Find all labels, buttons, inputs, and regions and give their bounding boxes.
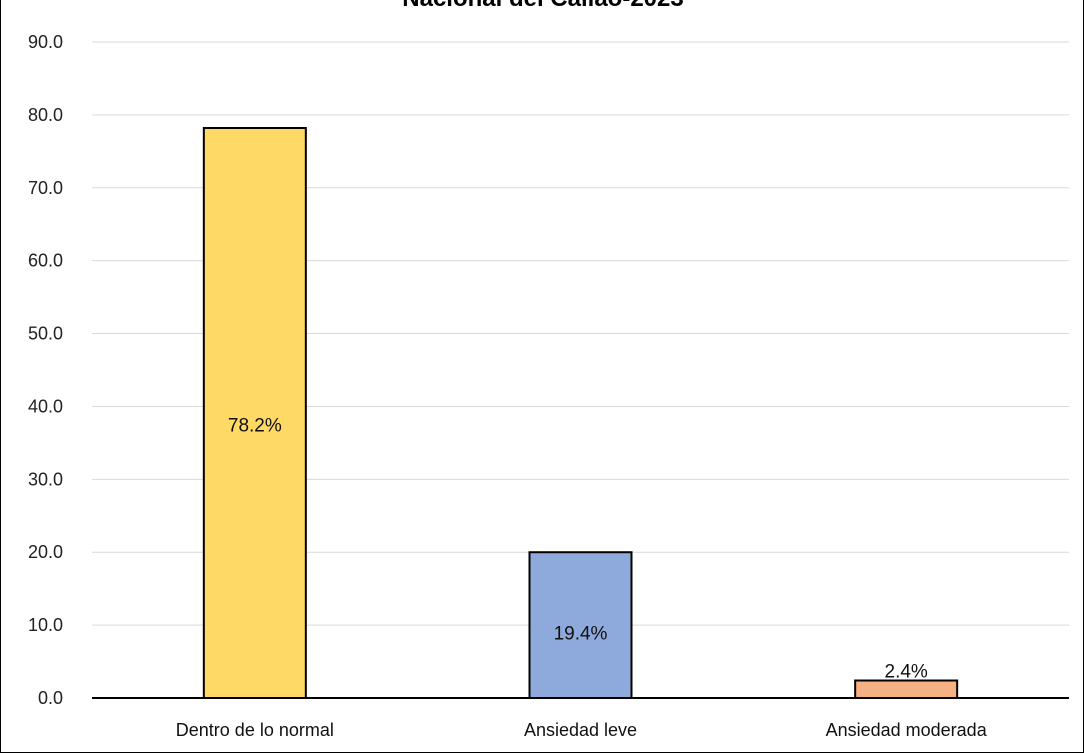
chart-title: Nacional del Callao-2023	[402, 0, 683, 12]
y-tick-label: 90.0	[28, 32, 63, 52]
bars	[202, 127, 959, 699]
y-axis-ticks: 0.0 10.0 20.0 30.0 40.0 50.0 60.0 70.0 80.0 90.0	[28, 32, 63, 708]
y-tick-label: 70.0	[28, 178, 63, 198]
y-tick-label: 20.0	[28, 542, 63, 562]
data-label: 2.4%	[885, 662, 928, 683]
x-category-label: Dentro de lo normal	[176, 720, 334, 740]
y-tick-label: 80.0	[28, 105, 63, 125]
x-category-label: Ansiedad moderada	[826, 720, 988, 740]
bar	[202, 127, 307, 699]
y-tick-label: 30.0	[28, 469, 63, 489]
x-axis-categories: Dentro de lo normal Ansiedad leve Ansiedad…	[176, 720, 988, 740]
y-tick-label: 60.0	[28, 251, 63, 271]
bar	[528, 551, 633, 699]
y-tick-label: 10.0	[28, 615, 63, 635]
data-labels: 78.2% 19.4% 2.4%	[228, 415, 928, 682]
y-tick-label: 50.0	[28, 324, 63, 344]
x-category-label: Ansiedad leve	[524, 720, 637, 740]
y-tick-label: 40.0	[28, 396, 63, 416]
data-label: 19.4%	[554, 623, 608, 644]
bar	[854, 679, 959, 699]
y-tick-label: 0.0	[38, 688, 63, 708]
data-label: 78.2%	[228, 415, 282, 436]
